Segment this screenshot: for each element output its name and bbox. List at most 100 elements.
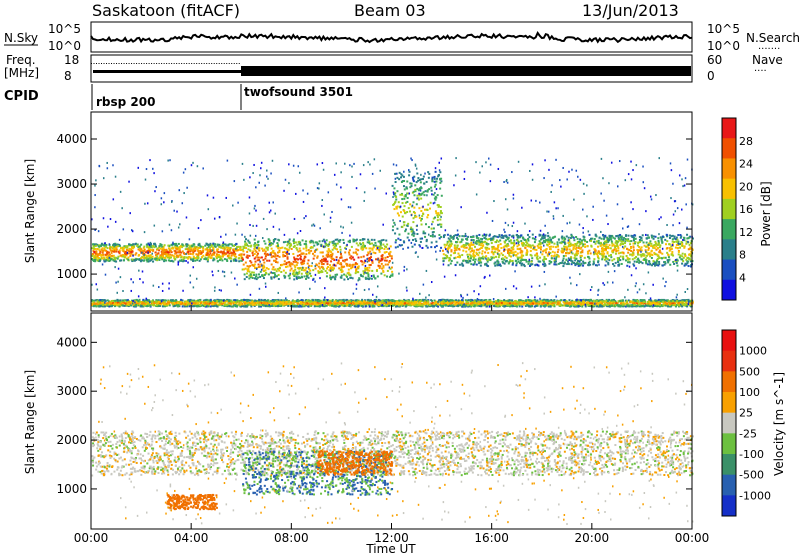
power-cell [161,255,164,258]
power-cell [342,301,345,304]
power-cell [656,305,659,308]
power-cell [376,245,379,248]
power-cell [177,304,180,307]
power-cell [141,256,144,259]
power-cell [612,298,615,301]
power-cell [195,257,198,260]
power-cell [600,301,603,304]
power-cell [269,242,272,245]
power-cell [258,305,261,308]
power-cell [301,299,304,302]
power-cell [312,277,315,280]
power-cell [368,240,371,243]
power-cell [157,300,160,303]
power-cell [386,302,389,305]
power-cell [293,300,296,303]
power-cell [119,301,122,304]
power-cell [232,302,235,305]
power-cell [322,268,325,271]
power-cell [191,250,194,253]
freq-dot [143,63,145,64]
power-cell [389,250,392,253]
power-cell [355,242,358,245]
power-cell [92,249,95,252]
power-cell [361,298,364,301]
power-cell [254,260,257,263]
power-cell [667,301,670,304]
power-cell [326,263,329,266]
power-cell [629,301,632,304]
power-cell [147,246,150,249]
power-cell [589,304,592,307]
power-cell [217,300,220,303]
power-cell [517,303,520,306]
power-cell [518,299,521,302]
power-cell [333,305,336,308]
power-cell [248,303,251,306]
freq-dot [216,63,218,64]
power-cell [147,254,150,257]
power-cell [161,258,164,261]
power-cell [132,243,135,246]
power-cell [450,304,453,307]
power-cell [288,264,291,267]
power-cell [274,253,277,256]
power-cell [275,302,278,305]
power-cell [207,305,210,308]
power-cell [95,250,98,253]
power-cell [207,245,210,248]
power-cell [674,305,677,308]
power-cell [142,298,145,301]
power-cell [367,257,370,260]
power-cell [201,304,204,307]
power-cell [358,278,361,281]
power-cell [585,301,588,304]
power-cell [297,272,300,275]
power-cell [192,300,195,303]
power-cell [125,252,128,255]
power-cell [360,247,363,250]
power-cell [183,305,186,308]
power-cell [106,299,109,302]
power-cell [119,299,122,302]
power-cell [326,267,329,270]
power-cell [326,271,329,274]
power-cell [366,267,369,270]
power-cell [381,258,384,261]
power-cell [490,304,493,307]
power-cell [289,244,292,247]
power-cell [330,276,333,279]
power-cell [388,301,391,304]
power-cell [126,245,129,248]
power-cell [137,245,140,248]
power-cell [527,299,530,302]
power-cell [179,253,182,256]
power-cell [669,302,672,305]
power-cell [116,257,119,260]
power-cell [352,263,355,266]
power-cell [127,256,130,259]
power-cell [373,300,376,303]
power-cell [102,305,105,308]
power-cell [175,246,178,249]
freq-dot [181,63,183,64]
power-cell [406,299,409,302]
nave-band-twofsound [241,66,691,76]
power-cell [367,273,370,276]
power-cell [378,299,381,302]
power-cell [228,249,231,252]
power-cell [319,259,322,262]
freq-dot [158,63,160,64]
power-cell [411,303,414,306]
power-cell [495,305,498,308]
power-cell [598,303,601,306]
power-cell [329,274,332,277]
power-cell [150,300,153,303]
power-cell [112,254,115,257]
power-cell [617,300,620,303]
power-cell [304,300,307,303]
power-cell [109,258,112,261]
power-cell [91,247,94,250]
power-cell [125,300,128,303]
power-cell [503,299,506,302]
